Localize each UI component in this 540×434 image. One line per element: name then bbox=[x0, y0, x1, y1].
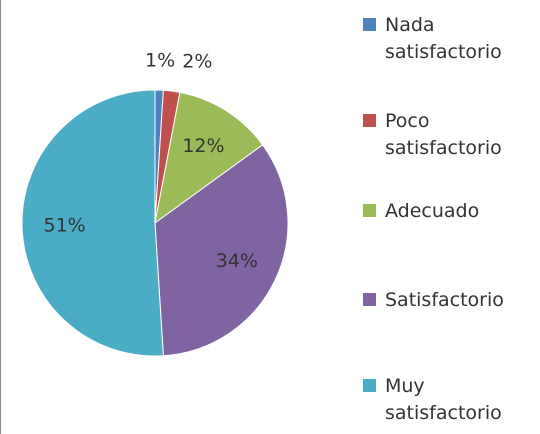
pie-slice bbox=[21, 89, 164, 357]
legend-item: Satisfactorio bbox=[363, 287, 540, 314]
legend-swatch bbox=[363, 379, 376, 392]
legend-label: Adecuado bbox=[385, 200, 480, 222]
legend-swatch bbox=[363, 204, 376, 217]
legend-item: Nada satisfactorio bbox=[363, 12, 540, 66]
legend-label: Poco satisfactorio bbox=[385, 110, 502, 159]
legend-item: Muy satisfactorio bbox=[363, 373, 540, 427]
pie-slice bbox=[154, 91, 264, 225]
legend-label: Nada satisfactorio bbox=[385, 14, 502, 63]
pie-slice bbox=[154, 144, 289, 357]
legend-swatch bbox=[363, 18, 376, 31]
legend-swatch bbox=[363, 293, 376, 306]
legend-item: Adecuado bbox=[363, 198, 540, 225]
legend-label: Muy satisfactorio bbox=[385, 375, 502, 424]
data-label: 12% bbox=[182, 135, 224, 157]
legend-swatch bbox=[363, 114, 376, 127]
data-label: 51% bbox=[43, 214, 85, 236]
data-label: 34% bbox=[216, 250, 258, 272]
legend-item: Poco satisfactorio bbox=[363, 108, 540, 162]
data-label: 2% bbox=[182, 51, 212, 73]
data-label: 1% bbox=[145, 49, 175, 71]
legend-label: Satisfactorio bbox=[385, 289, 504, 311]
